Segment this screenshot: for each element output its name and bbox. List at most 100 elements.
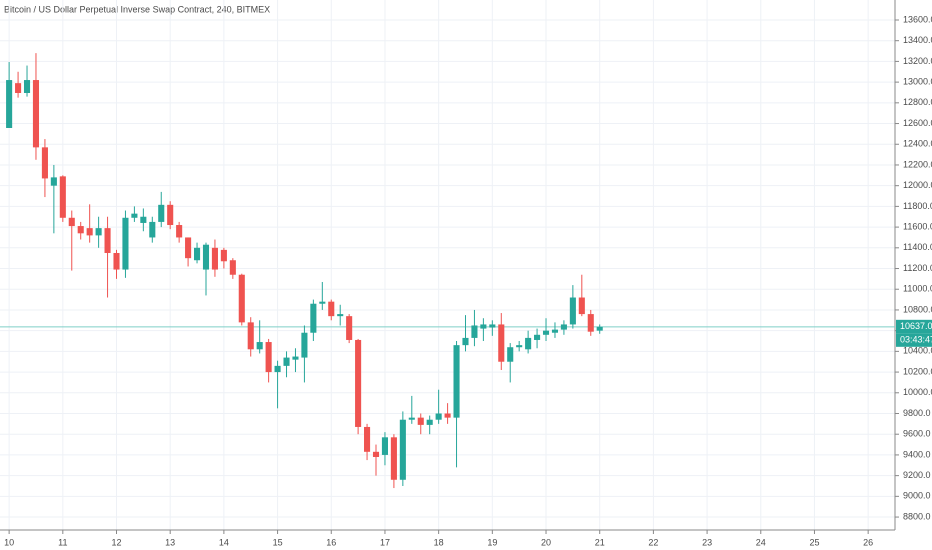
y-tick-label: 11200.0 [903,263,932,273]
y-tick-label: 9600.0 [903,429,931,439]
candle-body [41,147,48,179]
x-tick-label: 10 [4,537,14,547]
candle-body [426,419,433,425]
candle-body [408,417,415,420]
candle-body [381,437,388,455]
candle-body [310,303,317,333]
x-tick-label: 16 [326,537,336,547]
x-tick-label: 24 [756,537,766,547]
candle-body [480,324,487,329]
candle-body [6,80,13,128]
candle-body [211,247,218,270]
y-tick-label: 13200.0 [903,56,932,66]
candle-body [525,337,532,350]
candle-body [435,413,442,420]
x-tick-label: 22 [648,537,658,547]
candle-body [247,322,254,350]
candle-body [77,226,84,234]
y-tick-label: 13000.0 [903,76,932,86]
y-tick-label: 10000.0 [903,387,932,397]
x-tick-label: 13 [165,537,175,547]
candle-body [498,324,505,362]
candle-body [15,83,22,93]
candle-body [453,345,460,418]
candle-body [283,357,290,366]
x-tick-label: 26 [863,537,873,547]
x-tick-label: 18 [434,537,444,547]
candle-body [516,345,523,348]
y-tick-label: 13600.0 [903,14,932,24]
y-tick-label: 12600.0 [903,118,932,128]
y-tick-label: 10400.0 [903,346,932,356]
candle-body [202,244,210,270]
last-price-box [896,319,932,334]
candle-body [140,216,147,223]
x-tick-label: 25 [809,537,819,547]
y-tick-label: 11600.0 [903,221,932,231]
x-tick-label: 19 [487,537,497,547]
candle-body [32,80,40,148]
candle-body [417,417,424,425]
y-tick-label: 11000.0 [903,284,932,294]
candle-body [229,260,236,275]
x-tick-label: 17 [380,537,390,547]
candle-body [569,297,576,325]
candle-body [489,324,496,328]
candle-body [167,204,174,226]
countdown-box [896,333,932,347]
last-price-label: 10637.0 [900,321,932,331]
candle-body [578,297,585,315]
chart-title: Bitcoin / US Dollar Perpetual Inverse Sw… [4,4,270,14]
countdown-label: 03:43:47 [900,335,932,345]
x-tick-label: 21 [595,537,605,547]
y-tick-label: 12200.0 [903,159,932,169]
y-tick-label: 11400.0 [903,242,932,252]
candle-body [551,329,559,333]
candle-body [274,365,281,373]
candle-body [399,419,406,480]
candle-body [23,80,31,93]
y-tick-label: 8800.0 [903,511,931,521]
y-tick-label: 12800.0 [903,97,932,107]
candle-body [158,204,165,222]
candle-body [337,314,344,317]
y-tick-label: 9400.0 [903,449,931,459]
candle-body [587,314,594,332]
candle-body [328,301,335,317]
candle-body [95,228,102,236]
candle-body [292,356,299,360]
candle-body [185,237,192,259]
y-tick-label: 9000.0 [903,491,931,501]
candle-body [220,249,227,262]
candle-body [462,337,469,346]
candle-body [131,213,138,218]
candle-body [104,228,111,253]
candle-body [471,325,478,338]
candle-body [193,247,201,261]
candle-body [444,413,451,418]
candle-body [534,334,541,340]
candle-body [86,228,93,236]
candle-body [265,342,272,373]
candle-body [507,347,514,362]
candle-body [238,274,245,323]
x-tick-label: 20 [541,537,551,547]
candle-body [346,316,353,340]
x-tick-label: 23 [702,537,712,547]
y-tick-label: 12000.0 [903,180,932,190]
candle-body [542,330,550,335]
candle-body [149,221,156,238]
candle-body [122,217,129,270]
candle-body [176,225,183,238]
candle-body [301,332,308,358]
y-tick-label: 10800.0 [903,304,932,314]
candle-body [560,324,567,330]
candle-body [355,339,362,427]
candle-body [372,451,380,457]
candle-body [50,177,57,186]
candle-body [59,176,66,218]
candle-body [113,252,120,270]
y-tick-label: 10200.0 [903,366,932,376]
